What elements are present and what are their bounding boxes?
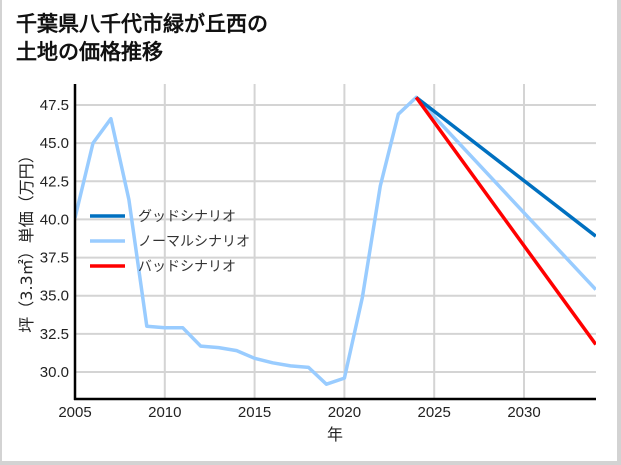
- y-tick-label: 45.0: [40, 135, 69, 152]
- series-group: [75, 95, 596, 386]
- y-tick-label: 40.0: [40, 211, 69, 228]
- x-tick-label: 2010: [148, 404, 181, 421]
- y-tick-label: 35.0: [40, 288, 69, 305]
- legend-label: ノーマルシナリオ: [138, 234, 250, 250]
- y-tick-label: 32.5: [40, 326, 69, 343]
- legend-label: バッドシナリオ: [138, 259, 236, 275]
- x-tick-label: 2015: [238, 404, 271, 421]
- chart-title-line-1: 千葉県八千代市緑が丘西の: [16, 12, 268, 36]
- x-tick-label: 2025: [418, 404, 451, 421]
- x-tick-label: 2020: [328, 404, 361, 421]
- x-tick-label: 2030: [507, 404, 540, 421]
- x-axis-label: 年: [327, 425, 343, 444]
- series-line-0: [415, 96, 596, 238]
- x-tick-label: 2005: [58, 404, 91, 421]
- grid: [74, 84, 596, 399]
- series-line-1: [75, 95, 596, 386]
- chart-title-line-2: 土地の価格推移: [16, 40, 163, 64]
- y-tick-label: 37.5: [40, 250, 69, 267]
- series-line-2: [414, 96, 596, 346]
- y-tick-label: 42.5: [40, 173, 69, 190]
- y-tick-label: 47.5: [40, 97, 69, 114]
- y-axis-label: 坪（3.3㎡）単価（万円）: [17, 147, 36, 332]
- legend-label: グッドシナリオ: [138, 209, 236, 225]
- chart-title: 千葉県八千代市緑が丘西の 土地の価格推移: [16, 10, 268, 66]
- y-tick-label: 30.0: [40, 364, 69, 381]
